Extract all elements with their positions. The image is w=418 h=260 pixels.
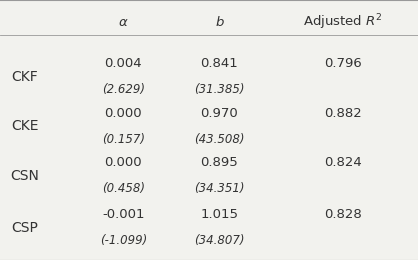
Text: 0.895: 0.895: [201, 156, 238, 169]
Text: (34.351): (34.351): [194, 182, 245, 195]
Text: 0.882: 0.882: [324, 107, 362, 120]
Text: 0.824: 0.824: [324, 156, 362, 169]
Text: 0.970: 0.970: [201, 107, 238, 120]
Text: CKE: CKE: [11, 119, 39, 133]
Text: (31.385): (31.385): [194, 83, 245, 96]
Text: Adjusted $R^2$: Adjusted $R^2$: [303, 12, 382, 32]
Text: 0.000: 0.000: [104, 107, 142, 120]
Text: CSN: CSN: [10, 168, 40, 183]
Text: (0.157): (0.157): [102, 133, 145, 146]
Text: 1.015: 1.015: [201, 208, 238, 221]
Text: CSP: CSP: [12, 220, 38, 235]
Text: $\alpha$: $\alpha$: [118, 16, 129, 29]
Text: (2.629): (2.629): [102, 83, 145, 96]
Text: (0.458): (0.458): [102, 182, 145, 195]
Text: (-1.099): (-1.099): [99, 234, 147, 247]
Text: $b$: $b$: [214, 15, 224, 29]
Text: 0.828: 0.828: [324, 208, 362, 221]
Text: 0.000: 0.000: [104, 156, 142, 169]
Text: CKF: CKF: [12, 70, 38, 84]
Text: 0.841: 0.841: [201, 57, 238, 70]
Text: (43.508): (43.508): [194, 133, 245, 146]
Text: (34.807): (34.807): [194, 234, 245, 247]
Text: -0.001: -0.001: [102, 208, 145, 221]
Text: 0.004: 0.004: [104, 57, 142, 70]
Text: 0.796: 0.796: [324, 57, 362, 70]
